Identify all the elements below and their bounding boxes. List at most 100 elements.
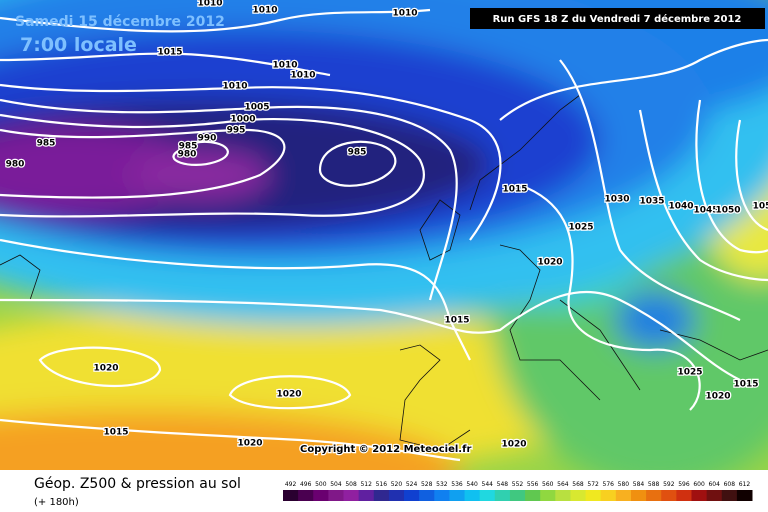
scale-swatch xyxy=(464,490,481,501)
isobar-label: 990 xyxy=(198,134,217,144)
isobars xyxy=(0,8,768,462)
scale-swatch xyxy=(434,490,450,501)
scale-swatch xyxy=(388,490,405,501)
isobar-label: 1015 xyxy=(502,185,527,195)
scale-swatch xyxy=(736,490,753,501)
isobar-label: 980 xyxy=(6,160,25,170)
scale-label: 532 xyxy=(436,481,448,488)
scale-swatch xyxy=(298,490,314,501)
coastlines xyxy=(0,94,768,451)
scale-label: 548 xyxy=(497,481,509,488)
scale-label: 564 xyxy=(557,481,569,488)
scale-label: 536 xyxy=(451,481,463,488)
isobar-label: 1030 xyxy=(604,195,629,205)
isobar-label: 1020 xyxy=(501,440,526,450)
scale-swatch xyxy=(509,490,526,501)
scale-swatch xyxy=(661,490,677,501)
forecast-date: Samedi 15 décembre 2012 xyxy=(15,14,225,30)
isobar-label: 1025 xyxy=(677,368,702,378)
scale-label: 588 xyxy=(648,481,660,488)
scale-label: 576 xyxy=(603,481,615,488)
scale-label: 584 xyxy=(633,481,645,488)
scale-label: 544 xyxy=(482,481,494,488)
isobar-label: 1010 xyxy=(290,71,315,81)
isobar-label: 1020 xyxy=(537,258,562,268)
isobar-label: 980 xyxy=(178,150,197,160)
scale-swatch xyxy=(373,490,390,501)
scale-swatch xyxy=(721,490,738,501)
copyright: Copyright © 2012 Meteociel.fr xyxy=(300,444,471,455)
scale-label: 608 xyxy=(724,481,736,488)
scale-swatch xyxy=(555,490,571,501)
isobar-label: 1040 xyxy=(668,202,693,212)
scale-label: 524 xyxy=(406,481,418,488)
scale-swatch xyxy=(404,490,420,501)
isobar-label: 985 xyxy=(179,142,198,152)
scale-label: 528 xyxy=(421,481,433,488)
scale-label: 496 xyxy=(300,481,312,488)
scale-swatch xyxy=(419,490,435,501)
scale-label: 512 xyxy=(360,481,372,488)
scale-swatch xyxy=(706,490,723,501)
isobar-label: 1005 xyxy=(244,103,269,113)
scale-swatch xyxy=(646,490,662,501)
scale-label: 612 xyxy=(739,481,751,488)
scale-label: 492 xyxy=(285,481,297,488)
color-scale: 492 496 500 504 508 512 516 520 524 528 532 536 540 5… xyxy=(283,481,753,501)
isobar-label: 1050 xyxy=(715,206,740,216)
scale-label: 500 xyxy=(315,481,327,488)
isobar-label: 985 xyxy=(348,148,367,158)
isobar-label: 1010 xyxy=(252,6,277,16)
scale-label: 508 xyxy=(345,481,357,488)
scale-label: 600 xyxy=(693,481,705,488)
scale-swatch xyxy=(630,490,647,501)
scale-label: 520 xyxy=(391,481,403,488)
scale-swatch xyxy=(494,490,511,501)
isobar-label: 985 xyxy=(37,139,56,149)
scale-swatch xyxy=(525,490,541,501)
scale-swatch xyxy=(570,490,587,501)
run-box xyxy=(470,8,765,29)
scale-swatch xyxy=(540,490,556,501)
scale-label: 572 xyxy=(587,481,599,488)
scale-label: 516 xyxy=(376,481,388,488)
isobar-label: 1000 xyxy=(230,115,255,125)
isobar-label: 1010 xyxy=(392,9,417,19)
run-info: Run GFS 18 Z du Vendredi 7 décembre 2012 xyxy=(493,13,742,25)
scale-label: 556 xyxy=(527,481,539,488)
scale-swatch xyxy=(358,490,375,501)
isobar-label: 1020 xyxy=(276,390,301,400)
isobar-label: 995 xyxy=(227,126,246,136)
isobar-label: 1010 xyxy=(222,82,247,92)
isobar-label: 1020 xyxy=(705,392,730,402)
scale-label: 560 xyxy=(542,481,554,488)
scale-label: 552 xyxy=(512,481,524,488)
scale-label: 568 xyxy=(572,481,584,488)
scale-swatch xyxy=(600,490,617,501)
scale-label: 580 xyxy=(618,481,630,488)
scale-swatch xyxy=(691,490,708,501)
scale-swatch xyxy=(676,490,692,501)
isobar-label: 105 xyxy=(753,202,768,212)
forecast-time: 7:00 locale xyxy=(20,34,137,56)
scale-swatch xyxy=(328,490,345,501)
scale-label: 596 xyxy=(678,481,690,488)
scale-swatch xyxy=(283,490,299,501)
scale-label: 604 xyxy=(708,481,720,488)
scale-label: 592 xyxy=(663,481,675,488)
isobar-label: 1015 xyxy=(103,428,128,438)
scale-swatch xyxy=(343,490,360,501)
scale-swatch xyxy=(313,490,329,501)
scale-swatch xyxy=(615,490,632,501)
isobar-label: 1020 xyxy=(93,364,118,374)
isobar-label: 1015 xyxy=(157,48,182,58)
isobar-label: 1025 xyxy=(568,223,593,233)
isobar-label: 1035 xyxy=(639,197,664,207)
scale-swatch xyxy=(479,490,496,501)
scale-swatch xyxy=(585,490,602,501)
footer-lead: (+ 180h) xyxy=(34,497,79,508)
isobar-label: 1045 xyxy=(693,206,718,216)
